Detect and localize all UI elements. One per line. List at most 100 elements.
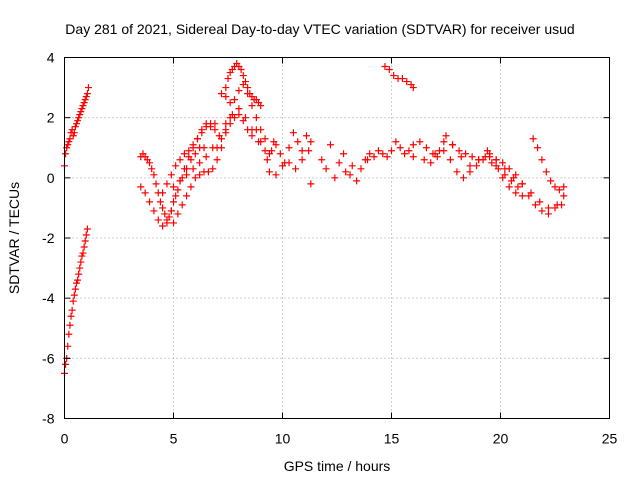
series-mid-cluster bbox=[263, 129, 315, 167]
data-point bbox=[252, 126, 260, 134]
data-point bbox=[235, 111, 243, 119]
data-point bbox=[292, 165, 300, 173]
data-point bbox=[248, 102, 256, 110]
data-point bbox=[67, 312, 75, 320]
data-point bbox=[518, 180, 526, 188]
data-point bbox=[499, 159, 507, 167]
data-point bbox=[191, 150, 199, 158]
data-point bbox=[409, 141, 417, 149]
data-point bbox=[307, 180, 315, 188]
data-point bbox=[366, 150, 374, 158]
data-point bbox=[83, 225, 91, 233]
data-point bbox=[534, 144, 542, 152]
data-point bbox=[348, 162, 356, 170]
data-point bbox=[265, 168, 273, 176]
data-point bbox=[505, 183, 513, 191]
data-point bbox=[191, 174, 199, 182]
data-point bbox=[235, 105, 243, 113]
data-point bbox=[538, 156, 546, 164]
y-tick-label: -8 bbox=[42, 411, 55, 427]
data-point bbox=[440, 147, 448, 155]
data-point bbox=[75, 270, 83, 278]
data-point bbox=[183, 171, 191, 179]
data-point bbox=[170, 198, 177, 206]
data-point bbox=[385, 66, 393, 74]
data-point bbox=[466, 162, 474, 170]
grid-lines bbox=[64, 57, 610, 419]
data-point bbox=[222, 126, 230, 134]
data-point bbox=[239, 81, 247, 89]
data-point bbox=[403, 78, 411, 86]
series-band-a bbox=[137, 144, 208, 224]
data-point bbox=[180, 165, 188, 173]
y-tick-label: -2 bbox=[42, 230, 55, 246]
data-point bbox=[196, 171, 204, 179]
data-point bbox=[84, 84, 92, 92]
data-point bbox=[65, 138, 73, 146]
data-point bbox=[213, 156, 221, 164]
data-point bbox=[76, 264, 84, 272]
data-point bbox=[70, 291, 78, 299]
data-point bbox=[468, 153, 476, 161]
axis-ticks bbox=[64, 57, 610, 419]
data-point bbox=[78, 105, 86, 113]
data-point bbox=[222, 84, 230, 92]
data-point bbox=[237, 66, 245, 74]
data-point bbox=[196, 159, 204, 167]
data-point bbox=[154, 216, 162, 224]
data-point bbox=[189, 165, 197, 173]
data-point bbox=[364, 156, 372, 164]
data-point bbox=[65, 330, 73, 338]
data-point bbox=[279, 162, 286, 170]
data-point bbox=[64, 141, 72, 149]
data-point bbox=[396, 144, 404, 152]
data-point bbox=[71, 285, 79, 293]
data-point bbox=[272, 141, 280, 149]
data-point bbox=[224, 75, 232, 83]
data-point bbox=[185, 153, 193, 161]
data-point bbox=[475, 156, 483, 164]
data-point bbox=[74, 276, 82, 284]
data-point bbox=[462, 150, 470, 158]
data-point bbox=[446, 156, 454, 164]
data-point bbox=[547, 177, 555, 185]
data-point bbox=[176, 156, 184, 164]
data-point bbox=[455, 147, 463, 155]
data-point bbox=[560, 192, 568, 200]
y-tick-label: -6 bbox=[42, 350, 55, 366]
data-point bbox=[318, 156, 326, 164]
data-point bbox=[66, 321, 74, 329]
x-tick-label: 20 bbox=[493, 431, 509, 447]
data-point bbox=[538, 207, 546, 215]
series-mid-lower bbox=[265, 147, 313, 179]
y-tick-label: 4 bbox=[47, 50, 55, 66]
data-point bbox=[431, 150, 439, 158]
y-tick-label: 0 bbox=[47, 170, 55, 186]
data-point bbox=[81, 237, 89, 245]
data-point bbox=[170, 183, 177, 191]
series-early-rise bbox=[61, 84, 92, 170]
data-point bbox=[492, 156, 500, 164]
data-point bbox=[62, 150, 70, 158]
series-late-high bbox=[381, 63, 417, 92]
series-band-c bbox=[159, 120, 219, 197]
data-point bbox=[514, 183, 522, 191]
data-point bbox=[76, 111, 84, 119]
data-point bbox=[156, 198, 164, 206]
data-point bbox=[213, 144, 221, 152]
data-point bbox=[82, 231, 90, 239]
data-point bbox=[80, 243, 88, 251]
x-axis-label: GPS time / hours bbox=[284, 458, 391, 474]
data-point bbox=[244, 90, 252, 98]
y-tick-label: 2 bbox=[47, 110, 55, 126]
data-point bbox=[79, 102, 87, 110]
data-point bbox=[64, 342, 72, 350]
y-axis-label: SDTVAR / TECUs bbox=[6, 182, 22, 294]
data-point bbox=[146, 159, 154, 167]
data-point bbox=[209, 165, 217, 173]
data-point bbox=[176, 177, 184, 185]
data-point bbox=[200, 144, 208, 152]
x-tick-labels: 0 5 10 15 20 25 bbox=[61, 431, 618, 447]
data-point bbox=[379, 150, 387, 158]
data-point bbox=[72, 279, 80, 287]
